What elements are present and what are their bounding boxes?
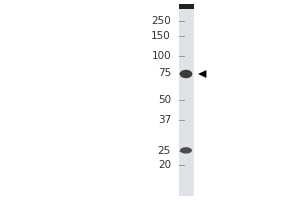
- Text: 150: 150: [151, 31, 171, 41]
- Text: 37: 37: [158, 115, 171, 125]
- Text: 25: 25: [158, 146, 171, 156]
- Polygon shape: [198, 70, 206, 78]
- Text: 20: 20: [158, 160, 171, 170]
- Ellipse shape: [180, 147, 192, 154]
- Ellipse shape: [180, 70, 192, 78]
- Bar: [179, 4, 193, 196]
- Text: 250: 250: [151, 16, 171, 26]
- Text: 75: 75: [158, 68, 171, 78]
- Text: 100: 100: [152, 51, 171, 61]
- Bar: [178, 4, 194, 9]
- Text: 50: 50: [158, 95, 171, 105]
- Bar: [178, 4, 194, 196]
